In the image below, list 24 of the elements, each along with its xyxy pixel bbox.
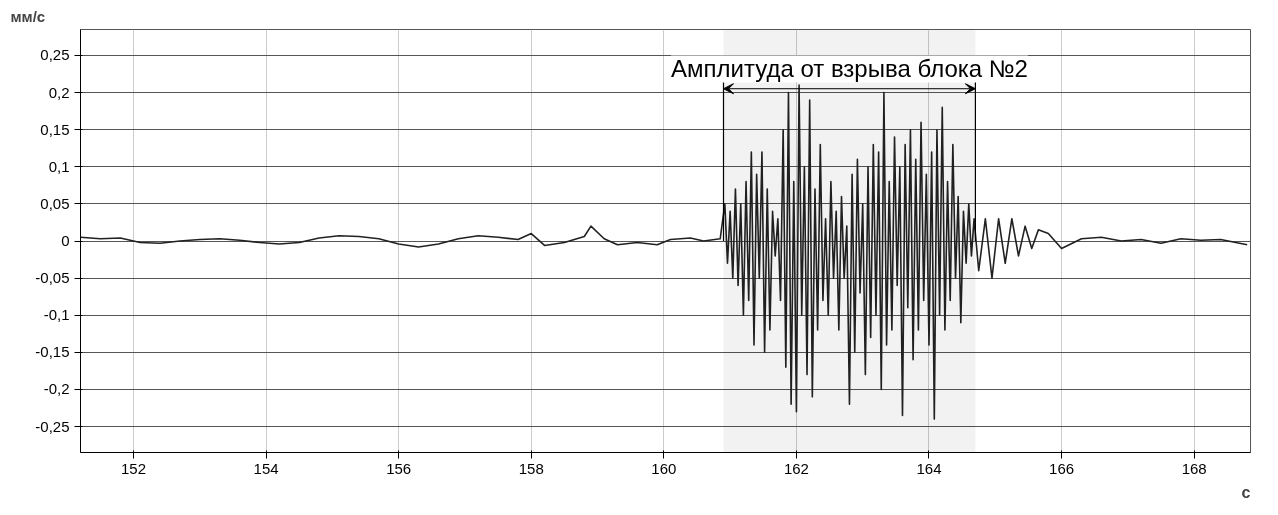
y-tick-label: -0,15 bbox=[35, 343, 70, 361]
y-tick-label: -0,05 bbox=[35, 269, 70, 287]
band-label: Амплитуда от взрыва блока №2 bbox=[671, 55, 1028, 83]
x-tick-label: 156 bbox=[386, 459, 412, 477]
y-axis-title: мм/с bbox=[10, 7, 46, 25]
y-tick-label: 0,2 bbox=[48, 83, 70, 101]
y-tick-label: 0,15 bbox=[40, 120, 70, 138]
x-tick-label: 154 bbox=[253, 459, 279, 477]
y-tick-label: 0,05 bbox=[40, 194, 70, 212]
x-tick-label: 162 bbox=[783, 459, 809, 477]
y-tick-label: 0 bbox=[61, 232, 70, 249]
y-tick-label: -0,1 bbox=[43, 306, 70, 324]
y-tick-label: 0,25 bbox=[40, 46, 70, 64]
x-tick-label: 164 bbox=[916, 459, 942, 477]
y-tick-label: 0,1 bbox=[48, 157, 70, 175]
x-tick-label: 158 bbox=[518, 459, 544, 477]
x-tick-label: 166 bbox=[1049, 459, 1075, 477]
y-tick-label: -0,25 bbox=[35, 417, 70, 435]
x-tick-label: 152 bbox=[121, 459, 147, 477]
x-tick-label: 160 bbox=[651, 459, 677, 477]
y-tick-label: -0,2 bbox=[43, 380, 70, 398]
x-axis-title: с bbox=[1241, 483, 1251, 501]
x-tick-label: 168 bbox=[1181, 459, 1207, 477]
line-series bbox=[80, 84, 1248, 420]
